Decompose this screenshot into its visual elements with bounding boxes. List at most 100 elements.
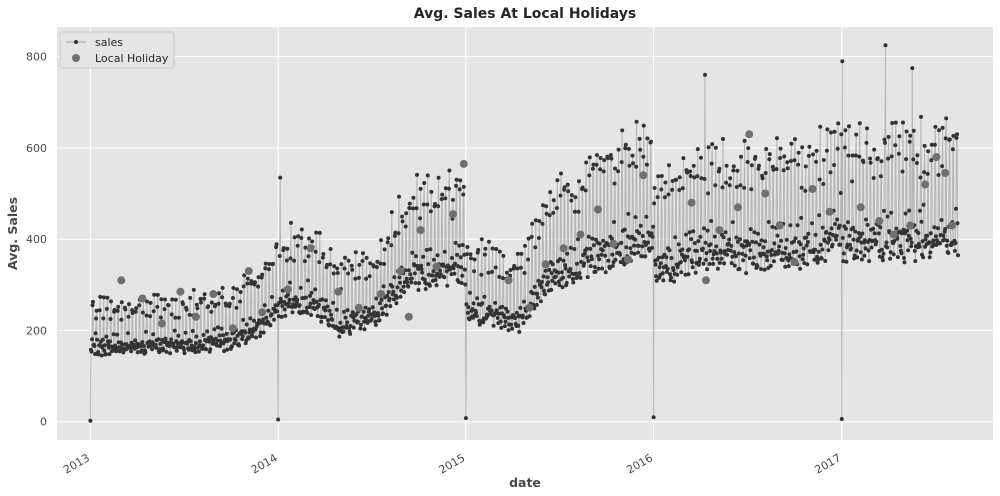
sales-point (126, 331, 130, 336)
sales-point (596, 266, 601, 271)
sales-point (105, 295, 110, 300)
sales-point (713, 145, 718, 150)
sales-point (424, 281, 429, 286)
sales-point (656, 255, 661, 260)
sales-point (762, 267, 767, 272)
sales-point (558, 257, 562, 262)
sales-point (550, 278, 555, 283)
sales-point (798, 266, 803, 271)
sales-point (465, 245, 470, 249)
sales-point (438, 272, 443, 277)
sales-point (391, 297, 396, 302)
sales-point (249, 279, 254, 284)
sales-point (96, 352, 101, 357)
sales-point (88, 418, 93, 423)
sales-point (628, 246, 633, 251)
sales-point (392, 275, 397, 280)
sales-point (812, 257, 817, 262)
sales-point (741, 244, 746, 249)
sales-point (467, 317, 472, 322)
sales-point (445, 283, 450, 288)
sales-point (323, 308, 328, 313)
sales-point (695, 147, 700, 152)
sales-point (600, 266, 605, 271)
sales-point (796, 150, 801, 155)
sales-point (462, 267, 467, 272)
sales-point (472, 257, 477, 262)
sales-point (306, 254, 311, 259)
sales-point (602, 158, 607, 163)
sales-point (154, 345, 159, 350)
sales-point (598, 167, 603, 172)
sales-point (859, 257, 864, 262)
sales-point (769, 253, 774, 257)
sales-point (402, 290, 407, 295)
sales-point (404, 276, 409, 281)
sales-point (717, 166, 722, 171)
sales-point (439, 197, 444, 202)
sales-point (745, 160, 750, 164)
sales-point (481, 320, 486, 325)
sales-point (562, 185, 567, 190)
sales-point (530, 221, 535, 226)
holiday-point (906, 221, 915, 230)
sales-point (916, 231, 921, 235)
sales-point (243, 341, 248, 346)
holiday-point (404, 312, 413, 321)
sales-point (307, 236, 311, 241)
sales-point (864, 140, 869, 145)
sales-point (345, 320, 350, 325)
sales-point (740, 251, 745, 256)
sales-point (395, 285, 400, 290)
sales-point (459, 281, 464, 285)
sales-point (752, 230, 757, 235)
sales-point (751, 261, 756, 266)
sales-point (857, 154, 862, 159)
sales-point (267, 262, 272, 266)
sales-point (279, 314, 284, 319)
sales-point (361, 251, 365, 256)
sales-point (651, 415, 656, 420)
sales-point (334, 307, 339, 312)
sales-point (332, 264, 337, 269)
sales-point (158, 341, 163, 346)
sales-point (771, 167, 776, 172)
sales-point (574, 261, 579, 266)
sales-point (479, 237, 484, 242)
sales-point (781, 168, 786, 173)
sales-point (929, 158, 934, 163)
sales-point (219, 326, 224, 331)
holiday-point (889, 230, 898, 239)
sales-point (107, 352, 112, 357)
sales-point (440, 192, 445, 197)
y-tick-label: 400 (26, 233, 47, 246)
sales-point (871, 226, 876, 231)
sales-point (494, 247, 499, 251)
sales-point (735, 239, 740, 244)
sales-point (638, 223, 643, 228)
sales-point (731, 168, 736, 173)
sales-point (522, 271, 527, 275)
sales-point (269, 312, 274, 317)
sales-point (612, 220, 616, 224)
sales-point (763, 171, 768, 175)
sales-point (102, 348, 107, 353)
sales-point (390, 284, 395, 289)
sales-point (436, 175, 441, 180)
sales-point (482, 294, 487, 299)
sales-point (256, 275, 261, 280)
sales-point (389, 210, 394, 215)
sales-point (543, 292, 548, 297)
sales-point (224, 331, 229, 336)
sales-point (471, 301, 476, 306)
sales-point (141, 344, 146, 348)
sales-point (140, 310, 145, 315)
sales-point (285, 292, 290, 297)
sales-point (436, 204, 441, 209)
sales-point (188, 339, 193, 344)
sales-point (295, 297, 300, 302)
sales-point (406, 268, 411, 273)
sales-point (510, 326, 515, 331)
holiday-point (416, 226, 425, 235)
